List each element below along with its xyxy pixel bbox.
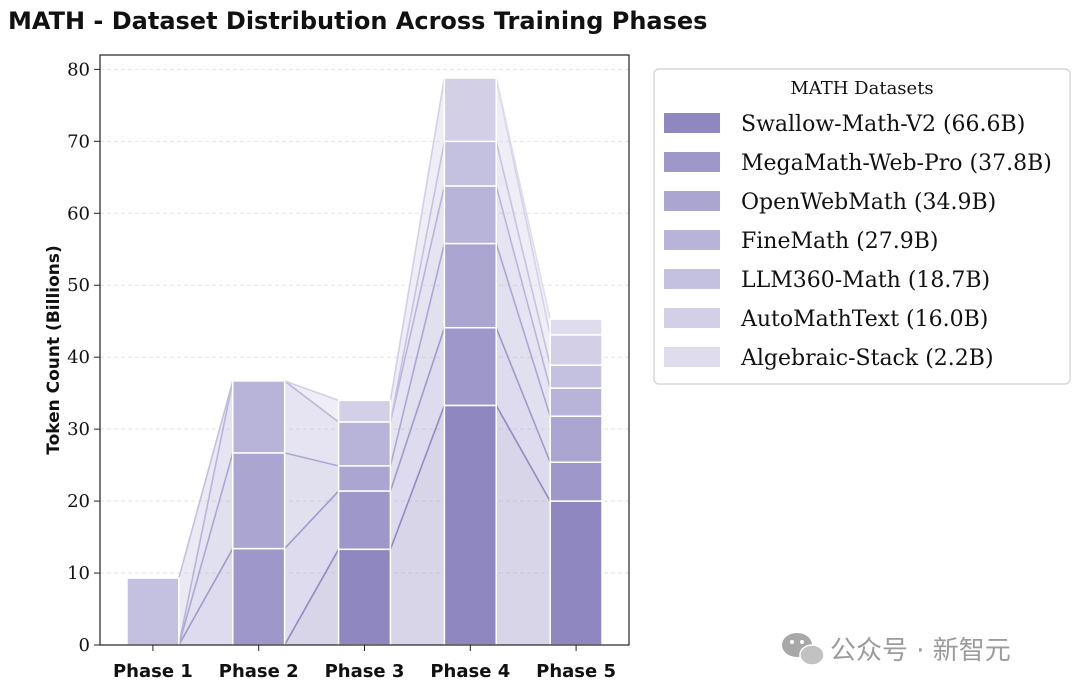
x-tick-label: Phase 4	[430, 661, 510, 682]
legend-swatch	[664, 230, 720, 250]
bar-segment	[339, 549, 391, 645]
legend-swatch	[664, 113, 720, 133]
bar-segment	[550, 365, 602, 388]
bar-segment	[444, 141, 496, 186]
y-tick-label: 30	[67, 419, 90, 440]
legend-swatch	[664, 152, 720, 172]
wechat-icon	[782, 633, 824, 665]
bar-segment	[339, 491, 391, 549]
y-tick-label: 60	[67, 203, 90, 224]
bar-segment	[339, 422, 391, 466]
legend: MATH Datasets Swallow-Math-V2 (66.6B) Meg…	[654, 69, 1070, 384]
x-tick-label: Phase 5	[536, 661, 616, 682]
legend-label: OpenWebMath (34.9B)	[741, 190, 996, 215]
bar-segment	[444, 186, 496, 244]
legend-swatch	[664, 269, 720, 289]
x-tick-label: Phase 1	[113, 661, 193, 682]
legend-swatch	[664, 191, 720, 211]
legend-label: AutoMathText (16.0B)	[740, 307, 988, 332]
y-tick-label: 80	[67, 59, 90, 80]
legend-label: Swallow-Math-V2 (66.6B)	[741, 112, 1025, 137]
y-tick-label: 20	[67, 491, 90, 512]
legend-label: Algebraic-Stack (2.2B)	[740, 346, 994, 371]
watermark-text: 公众号 · 新智元	[830, 636, 1011, 666]
chart-title: MATH - Dataset Distribution Across Train…	[8, 7, 707, 35]
y-axis-label: Token Count (Billions)	[44, 245, 64, 455]
bar-segment	[339, 466, 391, 491]
y-tick-label: 50	[67, 275, 90, 296]
bar-segment	[127, 578, 179, 645]
legend-label: FineMath (27.9B)	[741, 229, 938, 254]
bar-segment	[233, 453, 285, 549]
bar-segment	[339, 400, 391, 422]
bar-segment	[550, 416, 602, 462]
legend-label: MegaMath-Web-Pro (37.8B)	[741, 151, 1052, 176]
y-tick-label: 10	[67, 563, 90, 584]
bar-segment	[444, 244, 496, 328]
legend-swatch	[664, 308, 720, 328]
bar-segment	[550, 335, 602, 365]
x-axis: Phase 1 Phase 2 Phase 3 Phase 4 Phase 5	[113, 645, 616, 682]
y-axis: 0 10 20 30 40 50 60 70 80	[67, 59, 100, 656]
bar-segment	[550, 319, 602, 335]
bar-segment	[233, 381, 285, 453]
legend-label: LLM360-Math (18.7B)	[741, 268, 990, 293]
bar-segment	[444, 405, 496, 645]
y-tick-label: 40	[67, 347, 90, 368]
bar-segment	[550, 462, 602, 501]
x-tick-label: Phase 2	[219, 661, 299, 682]
bar-segment	[550, 388, 602, 416]
watermark: 公众号 · 新智元	[782, 633, 1011, 666]
legend-title: MATH Datasets	[790, 78, 933, 99]
bar-segment	[444, 328, 496, 406]
legend-swatch	[664, 347, 720, 367]
bar-segment	[550, 501, 602, 645]
bar-segment	[444, 78, 496, 141]
x-tick-label: Phase 3	[325, 661, 405, 682]
bar-segment	[233, 549, 285, 645]
y-tick-label: 0	[79, 635, 90, 656]
y-tick-label: 70	[67, 131, 90, 152]
